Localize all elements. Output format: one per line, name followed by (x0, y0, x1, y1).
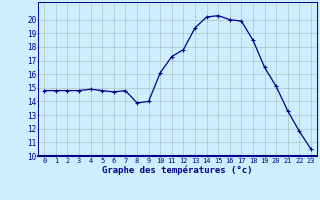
X-axis label: Graphe des températures (°c): Graphe des températures (°c) (102, 165, 253, 175)
